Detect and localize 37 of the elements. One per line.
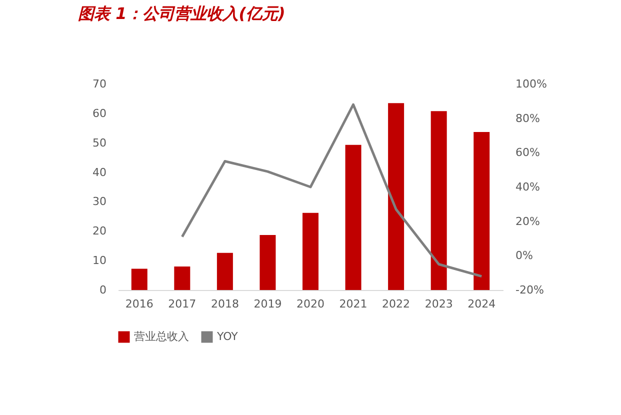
- y2-tick-label: 100%: [516, 78, 547, 90]
- x-tick-label: 2018: [210, 298, 239, 310]
- y2-tick-label: 20%: [516, 214, 540, 228]
- bar: [388, 103, 404, 290]
- y2-tick-label: 0%: [516, 249, 533, 262]
- x-tick-label: 2020: [296, 298, 324, 310]
- line-series: [180, 103, 483, 278]
- y2-tick-label: -20%: [516, 284, 544, 296]
- y-tick-label: 60: [92, 106, 106, 120]
- bar: [430, 111, 447, 290]
- x-tick-label: 2021: [339, 298, 368, 310]
- x-tick-label: 2023: [424, 298, 453, 310]
- bar: [302, 212, 318, 290]
- y-tick-label: 10: [92, 254, 106, 268]
- y-tick-label: 50: [92, 136, 106, 150]
- x-tick-label: 2017: [168, 298, 196, 310]
- y-tick-label: 40: [92, 166, 106, 179]
- bar: [174, 266, 190, 290]
- legend-label: YOY: [216, 330, 238, 343]
- y2-tick-label: 80%: [516, 112, 540, 125]
- bar: [216, 252, 233, 290]
- bar: [260, 234, 276, 290]
- x-tick-label: 2022: [382, 298, 410, 310]
- chart-title: 图表 1：公司营业收入(亿元): [78, 4, 286, 23]
- x-tick-label: 2016: [125, 298, 154, 310]
- y2-tick-label: 60%: [516, 146, 540, 160]
- x-tick-label: 2024: [468, 298, 496, 310]
- legend-label: 营业总收入: [134, 330, 189, 343]
- bar: [345, 144, 362, 290]
- x-tick-label: 2019: [254, 298, 282, 310]
- y2-tick-label: 40%: [516, 180, 540, 194]
- y-tick-label: 0: [100, 284, 106, 296]
- bar: [474, 132, 490, 290]
- y-tick-label: 20: [92, 224, 106, 238]
- bar: [131, 268, 148, 290]
- y-tick-label: 70: [92, 78, 106, 90]
- y-tick-label: 30: [92, 195, 106, 208]
